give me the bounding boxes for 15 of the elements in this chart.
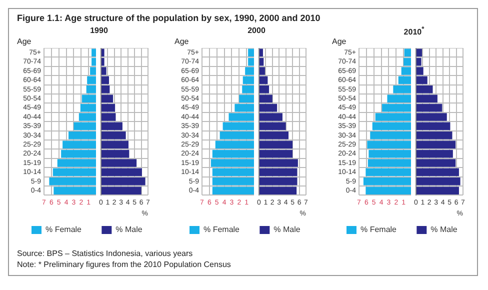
y-axis-title: Age bbox=[332, 37, 348, 48]
text: Note: * Preliminary figures from the 2010 Population Census bbox=[17, 259, 232, 270]
y-axis-title: Age bbox=[174, 37, 190, 48]
legend-label: % Male bbox=[273, 225, 300, 234]
chart-subtitle: 2010$^{*}$ bbox=[402, 26, 426, 37]
source-note: Source: BPS – Statistics Indonesia, various years bbox=[17, 248, 194, 259]
legend-label: % Male bbox=[430, 225, 458, 234]
legend-label: % Male bbox=[116, 225, 143, 234]
text: Figure 1.1: Age structure of the population by sex, 1990, 2000 and 2010 bbox=[17, 13, 322, 23]
legend-label: % Female bbox=[360, 225, 398, 234]
chart-subtitle: 2000 bbox=[246, 26, 266, 37]
chart-subtitle: 1990 bbox=[89, 26, 109, 37]
legend-label: % Female bbox=[202, 225, 240, 234]
y-axis-title: Age bbox=[17, 37, 32, 48]
legend-label: % Female bbox=[45, 225, 82, 234]
